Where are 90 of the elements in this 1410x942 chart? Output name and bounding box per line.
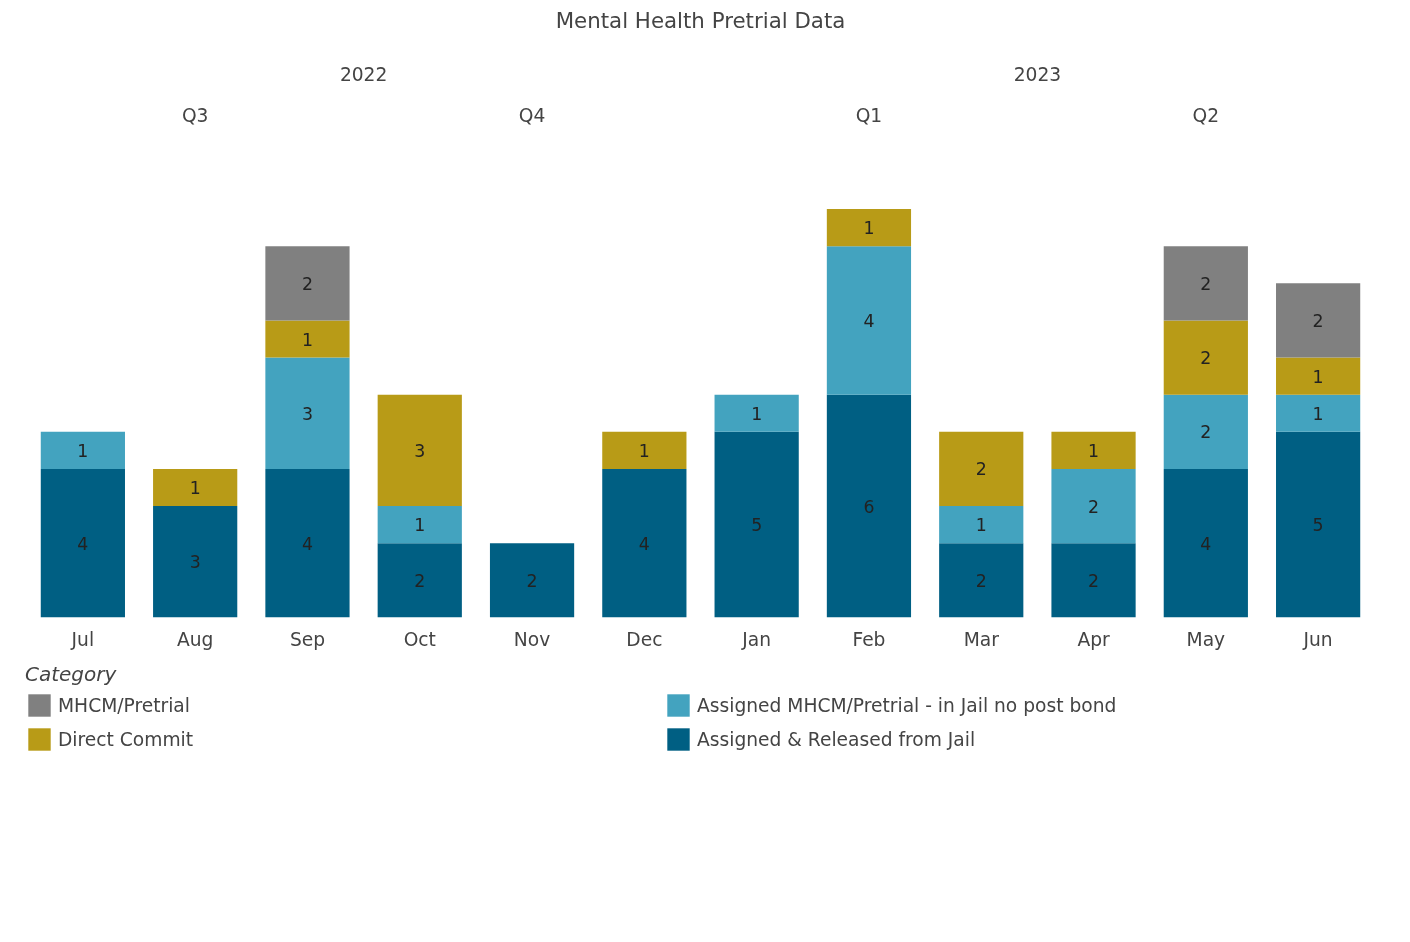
legend-label: Assigned MHCM/Pretrial - in Jail no post bond — [697, 694, 1118, 716]
data-label: 2 — [1088, 496, 1100, 517]
data-label: 2 — [975, 459, 987, 480]
x-tick-label: May — [1186, 628, 1226, 650]
data-label: 1 — [863, 218, 875, 239]
bar — [1163, 394, 1248, 469]
bar — [602, 468, 687, 618]
data-label: 1 — [414, 515, 426, 536]
x-tick-label: Jul — [70, 628, 95, 650]
data-label: 6 — [863, 496, 875, 517]
bar — [1163, 468, 1248, 618]
text: Q4 — [518, 104, 546, 126]
x-tick-label: Oct — [403, 628, 436, 650]
bar — [1163, 320, 1248, 395]
data-label: 1 — [751, 403, 763, 424]
data-label: 4 — [863, 310, 875, 331]
x-tick-label: Nov — [513, 628, 551, 650]
bar — [939, 543, 1024, 618]
data-label: 2 — [1200, 422, 1212, 443]
bar — [153, 468, 238, 507]
legend-title: Category — [25, 662, 118, 686]
text: Q1 — [855, 104, 883, 126]
x-tick-label: Aug — [176, 628, 214, 650]
x-tick-label: Feb — [852, 628, 886, 650]
bar — [826, 209, 912, 247]
bar — [1276, 431, 1361, 618]
x-tick-label: Dec — [626, 628, 663, 650]
bar — [1051, 543, 1136, 618]
data-label: 2 — [975, 570, 987, 591]
bar — [602, 431, 687, 469]
bar — [40, 431, 125, 469]
legend-label: Direct Commit — [58, 728, 195, 750]
bar — [826, 394, 912, 618]
bar — [1051, 468, 1136, 544]
data-label: 4 — [77, 533, 89, 554]
x-tick-label: Sep — [289, 628, 326, 650]
data-label: 1 — [189, 478, 201, 499]
chart-title: Mental Health Pretrial Data — [555, 7, 846, 33]
bar — [40, 468, 125, 618]
x-tick-label: Jan — [741, 628, 772, 650]
bar — [265, 320, 350, 358]
bar — [153, 506, 238, 618]
bar — [377, 543, 462, 618]
bar — [939, 431, 1024, 507]
data-label: 1 — [1312, 366, 1324, 387]
bar — [265, 357, 350, 469]
data-label: 5 — [751, 515, 763, 536]
legend-label: Assigned & Released from Jail — [697, 728, 977, 750]
bar — [939, 506, 1024, 544]
bar — [1051, 431, 1136, 469]
bar — [489, 543, 575, 618]
data-label: 1 — [638, 440, 650, 461]
data-label: 3 — [414, 440, 426, 461]
data-label: 4 — [301, 533, 313, 554]
data-label: 2 — [1200, 273, 1212, 294]
text: 2023 — [1013, 64, 1062, 86]
bar — [265, 246, 350, 321]
text: Q2 — [1192, 104, 1220, 126]
text: 2022 — [339, 64, 388, 86]
data-label: 3 — [301, 403, 313, 424]
bar — [265, 468, 350, 618]
legend-label: MHCM/Pretrial — [58, 694, 191, 716]
text: Q3 — [181, 104, 209, 126]
bar — [377, 506, 462, 544]
data-label: 2 — [414, 570, 426, 591]
x-tick-label: Mar — [963, 628, 1000, 650]
bar — [1163, 246, 1248, 321]
data-label: 5 — [1312, 515, 1324, 536]
bar — [714, 431, 799, 618]
data-label: 2 — [526, 570, 538, 591]
data-label: 2 — [1088, 570, 1100, 591]
data-label: 4 — [638, 533, 650, 554]
data-label: 2 — [1200, 348, 1212, 369]
data-label: 2 — [1312, 310, 1324, 331]
x-tick-label: Jun — [1302, 628, 1333, 650]
bar — [714, 394, 799, 432]
data-label: 1 — [301, 329, 313, 350]
x-tick-label: Apr — [1077, 628, 1110, 650]
bar — [1276, 357, 1361, 395]
data-label: 1 — [1312, 403, 1324, 424]
data-label: 2 — [301, 273, 313, 294]
data-label: 1 — [1088, 440, 1100, 461]
bar — [1276, 394, 1361, 432]
data-label: 1 — [975, 515, 987, 536]
bar — [826, 246, 912, 395]
bar — [1276, 283, 1361, 358]
data-label: 3 — [189, 552, 201, 573]
data-label: 4 — [1200, 533, 1212, 554]
bar — [377, 394, 462, 507]
data-label: 1 — [77, 440, 89, 461]
